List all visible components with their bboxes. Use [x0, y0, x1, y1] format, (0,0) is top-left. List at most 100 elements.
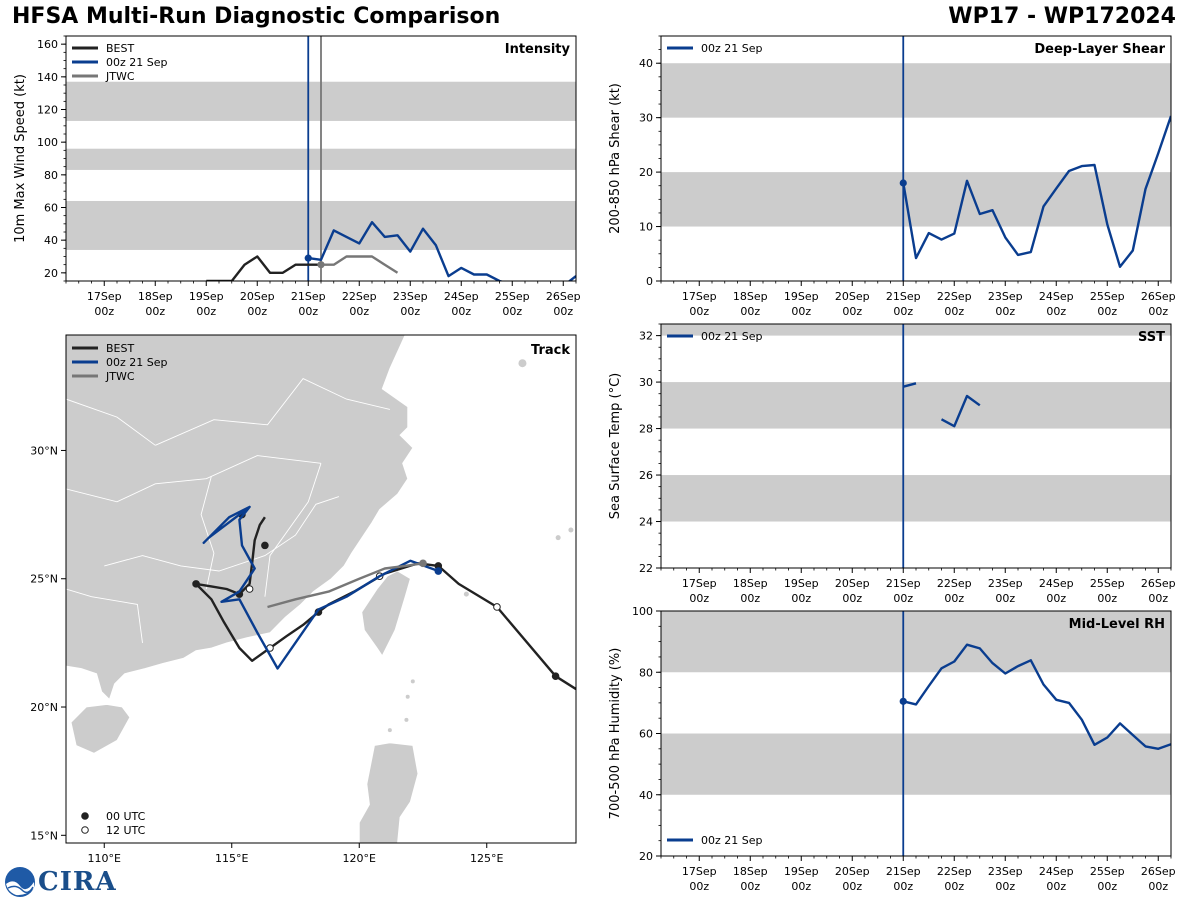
shear-xtick-hour: 00z [1097, 305, 1117, 318]
sst-ytick-label: 22 [639, 562, 653, 575]
rh-xtick-hour: 00z [893, 880, 913, 893]
sst-xtick-day: 19Sep [784, 577, 819, 590]
sst-xtick-day: 17Sep [682, 577, 717, 590]
province-boundary [264, 463, 322, 597]
rh-title: Mid-Level RH [1069, 617, 1165, 632]
land-islet [405, 694, 410, 699]
intensity-xtick-day: 17Sep [87, 290, 122, 303]
intensity-ytick-label: 160 [37, 38, 58, 51]
sst-xtick-hour: 00z [689, 592, 709, 605]
intensity-title: Intensity [505, 42, 571, 57]
track-map-panel: 110°E 115°E 120°E 125°E 15°N 20°N 25°N 30°N Trac… [30, 334, 577, 865]
intensity-xtick-hour: 00z [349, 305, 369, 318]
track-legend-label: 00z 21 Sep [106, 356, 168, 369]
shear-xtick-hour: 00z [740, 305, 760, 318]
shear-xtick-day: 18Sep [733, 290, 768, 303]
sst-xtick-day: 25Sep [1090, 577, 1125, 590]
rh-xtick-hour: 00z [689, 880, 709, 893]
land-luzon [358, 742, 419, 843]
sst-xtick-hour: 00z [1046, 592, 1066, 605]
intensity-ytick-label: 60 [44, 202, 58, 215]
intensity-xtick-day: 19Sep [189, 290, 224, 303]
shear-legend-label: 00z 21 Sep [701, 42, 763, 55]
storm-id: WP17 - WP172024 [948, 4, 1176, 29]
shear-title: Deep-Layer Shear [1034, 42, 1165, 57]
sst-ytick-label: 28 [639, 423, 653, 436]
rh-model-line [903, 643, 1171, 750]
intensity-xtick-day: 23Sep [393, 290, 428, 303]
figure-title: HFSA Multi-Run Diagnostic Comparison [12, 4, 501, 29]
land-hainan [70, 704, 131, 754]
intensity-jtwc-init-point [317, 261, 325, 269]
shear-model-init-point [899, 179, 907, 187]
intensity-xtick-hour: 00z [502, 305, 522, 318]
shear-model-line [902, 115, 1171, 268]
shear-xtick-hour: 00z [893, 305, 913, 318]
sst-band-1 [661, 382, 1171, 429]
intensity-xtick-day: 20Sep [240, 290, 275, 303]
sst-xtick-hour: 00z [1097, 592, 1117, 605]
track-model-init-point [434, 567, 443, 575]
sst-xtick-hour: 00z [842, 592, 862, 605]
rh-xtick-day: 24Sep [1039, 865, 1074, 878]
shear-xtick-hour: 00z [944, 305, 964, 318]
rh-legend-label: 00z 21 Sep [701, 834, 763, 847]
sst-xtick-hour: 00z [995, 592, 1015, 605]
sst-ytick-label: 24 [639, 516, 653, 529]
sst-panel: 22 24 26 28 30 32 17Sep 00z 18Sep 00z 19Sep 00z 20Se… [608, 323, 1176, 605]
sst-xtick-day: 20Sep [835, 577, 870, 590]
sst-ytick-label: 30 [639, 376, 653, 389]
track-legend-label: JTWC [105, 370, 135, 383]
intensity-ytick-label: 40 [44, 234, 58, 247]
shear-ytick-label: 30 [639, 112, 653, 125]
sst-model-line-0 [902, 382, 917, 388]
rh-ytick-label: 20 [639, 850, 653, 863]
track-jtwc-line [267, 562, 424, 609]
track-lon-label: 110°E [88, 852, 121, 865]
intensity-xtick-hour: 00z [196, 305, 216, 318]
rh-ylabel: 700-500 hPa Humidity (%) [608, 648, 623, 820]
shear-xtick-day: 19Sep [784, 290, 819, 303]
intensity-ylabel: 10m Max Wind Speed (kt) [13, 74, 28, 243]
land-ryukyu-island [555, 535, 561, 541]
province-boundary [66, 455, 322, 503]
sst-xtick-hour: 00z [791, 592, 811, 605]
rh-panel: 20 40 60 80 100 17Sep 00z 18Sep 00z 19Sep 00z 20Sep… [608, 605, 1176, 893]
rh-xtick-hour: 00z [995, 880, 1015, 893]
land-taiwan [361, 570, 411, 657]
track-marker-12utc [493, 603, 501, 611]
track-marker-legend-label: 00 UTC [106, 810, 146, 823]
rh-ytick-label: 60 [639, 728, 653, 741]
track-plot-area [66, 335, 576, 843]
legend-12utc-marker [81, 826, 89, 834]
shear-xtick-hour: 00z [1148, 305, 1168, 318]
intensity-jtwc-line [321, 255, 399, 274]
shear-xtick-hour: 00z [995, 305, 1015, 318]
sst-frame [660, 323, 1172, 569]
sst-xtick-hour: 00z [893, 592, 913, 605]
land-ryukyu-island [463, 591, 469, 597]
track-lat-label: 20°N [30, 701, 58, 714]
shear-xtick-day: 24Sep [1039, 290, 1074, 303]
sst-xtick-day: 23Sep [988, 577, 1023, 590]
rh-xtick-day: 22Sep [937, 865, 972, 878]
track-lat-label: 25°N [30, 573, 58, 586]
intensity-xtick-hour: 00z [94, 305, 114, 318]
shear-ytick-label: 0 [646, 275, 653, 288]
sst-xtick-day: 26Sep [1141, 577, 1176, 590]
intensity-ytick-label: 100 [37, 136, 58, 149]
intensity-xtick-day: 18Sep [138, 290, 173, 303]
rh-xtick-day: 21Sep [886, 865, 921, 878]
shear-band-0 [661, 172, 1171, 227]
shear-xtick-day: 22Sep [937, 290, 972, 303]
track-model-line [202, 505, 439, 670]
rh-xtick-day: 20Sep [835, 865, 870, 878]
shear-ytick-label: 40 [639, 57, 653, 70]
shear-xtick-day: 25Sep [1090, 290, 1125, 303]
shear-ylabel: 200-850 hPa Shear (kt) [608, 83, 623, 234]
land-ryukyu-island [568, 527, 574, 533]
shear-xtick-day: 17Sep [682, 290, 717, 303]
province-boundary [66, 398, 156, 446]
shear-xtick-hour: 00z [791, 305, 811, 318]
